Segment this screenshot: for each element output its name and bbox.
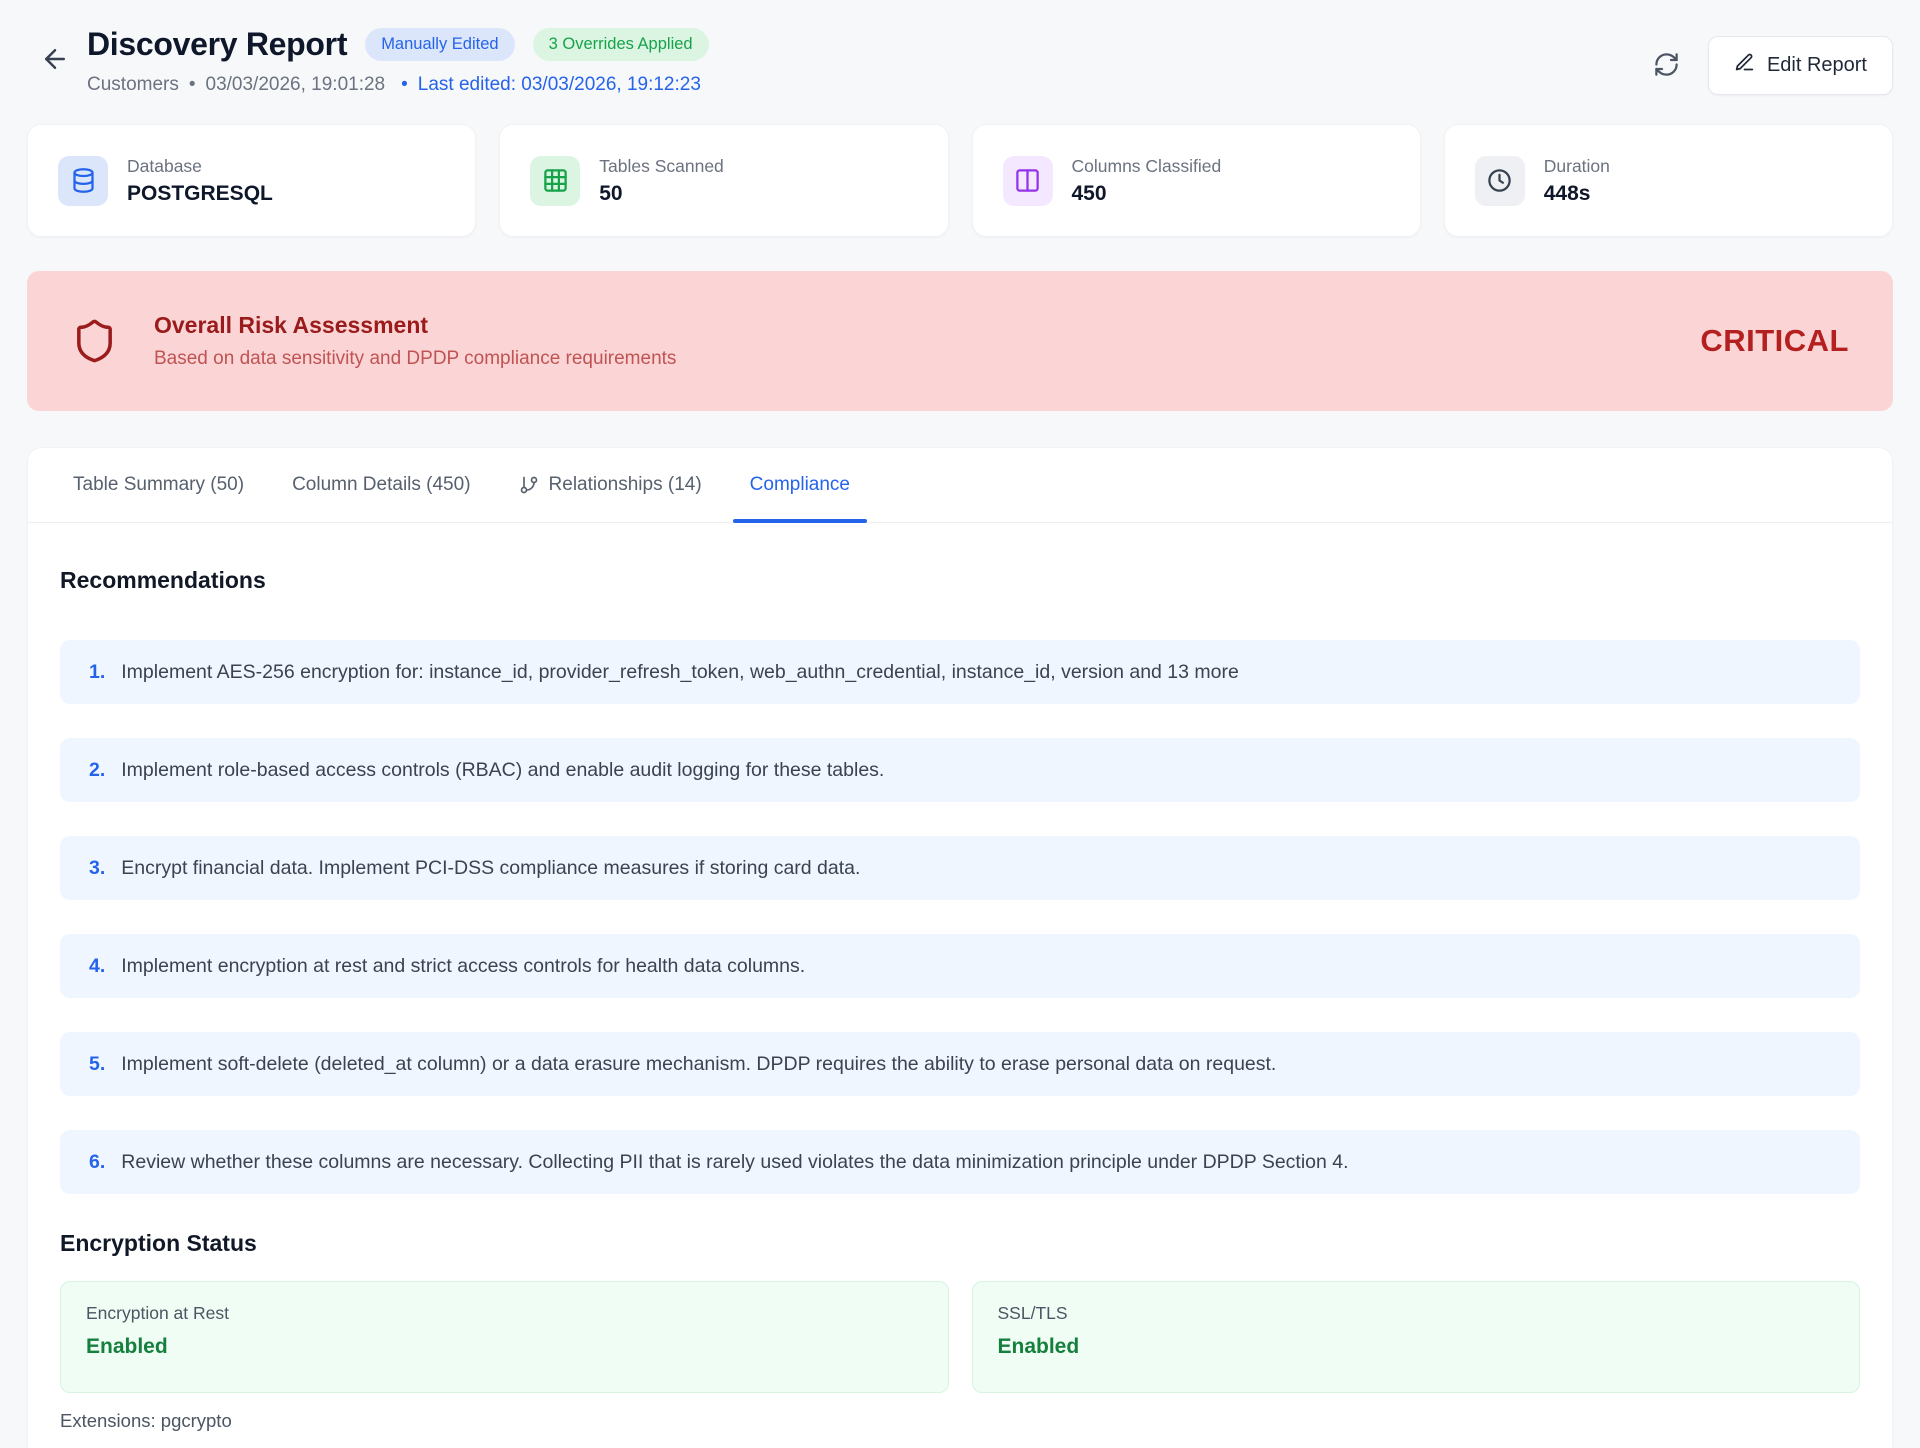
- encryption-card-label: SSL/TLS: [997, 1303, 1068, 1323]
- recommendation-text: Implement AES-256 encryption for: instan…: [121, 661, 1239, 683]
- extensions-note: Extensions: pgcrypto: [60, 1410, 232, 1431]
- recommendation-item: 6. Review whether these columns are nece…: [60, 1130, 1860, 1194]
- stat-card-columns-classified: Columns Classified 450: [971, 124, 1421, 237]
- risk-level-badge: CRITICAL: [1700, 323, 1849, 358]
- recommendation-text: Implement role-based access controls (RB…: [121, 759, 885, 781]
- stats-row: Database POSTGRESQL Tables Scanned 50 Co…: [27, 124, 1893, 237]
- recommendation-text: Encrypt financial data. Implement PCI-DS…: [121, 857, 861, 879]
- separator-dot: •: [401, 74, 408, 95]
- recommendation-item: 1. Implement AES-256 encryption for: ins…: [60, 640, 1860, 704]
- encryption-status-grid: Encryption at Rest Enabled SSL/TLS Enabl…: [60, 1281, 1860, 1393]
- recommendation-number: 6.: [89, 1151, 106, 1173]
- recommendation-number: 5.: [89, 1053, 106, 1075]
- recommendation-number: 1.: [89, 661, 106, 683]
- last-edited-timestamp: Last edited: 03/03/2026, 19:12:23: [417, 74, 701, 95]
- recommendations-list: 1. Implement AES-256 encryption for: ins…: [60, 640, 1860, 1194]
- encryption-at-rest-card: Encryption at Rest Enabled: [60, 1281, 949, 1393]
- shield-icon: [71, 315, 118, 367]
- stat-value: 448s: [1543, 181, 1591, 205]
- tab-label: Column Details (450): [292, 474, 471, 495]
- header-actions: Edit Report: [1653, 36, 1893, 95]
- encryption-card-label: Encryption at Rest: [86, 1303, 229, 1323]
- recommendation-text: Implement encryption at rest and strict …: [121, 955, 806, 977]
- tab-label: Relationships (14): [548, 474, 702, 495]
- edit-report-button[interactable]: Edit Report: [1707, 36, 1893, 95]
- risk-banner-title: Overall Risk Assessment: [154, 312, 429, 338]
- overrides-applied-badge: 3 Overrides Applied: [532, 28, 709, 61]
- tab-compliance[interactable]: Compliance: [732, 448, 868, 523]
- stat-card-tables-scanned: Tables Scanned 50: [499, 124, 949, 237]
- manually-edited-badge: Manually Edited: [365, 28, 515, 61]
- recommendation-item: 5. Implement soft-delete (deleted_at col…: [60, 1032, 1860, 1096]
- recommendation-number: 2.: [89, 759, 106, 781]
- recommendations-heading: Recommendations: [60, 567, 266, 593]
- ssl-tls-card: SSL/TLS Enabled: [971, 1281, 1860, 1393]
- tab-label: Table Summary (50): [73, 474, 245, 495]
- recommendation-number: 3.: [89, 857, 106, 879]
- recommendation-number: 4.: [89, 955, 106, 977]
- recommendation-item: 3. Encrypt financial data. Implement PCI…: [60, 836, 1860, 900]
- stat-label: Duration: [1543, 155, 1610, 176]
- stat-value: 50: [599, 181, 623, 205]
- stat-label: Tables Scanned: [599, 155, 724, 176]
- back-button[interactable]: [33, 38, 77, 82]
- recommendation-item: 4. Implement encryption at rest and stri…: [60, 934, 1860, 998]
- stat-label: Database: [127, 155, 202, 176]
- edit-report-label: Edit Report: [1766, 54, 1867, 76]
- recommendation-text: Review whether these columns are necessa…: [121, 1151, 1349, 1173]
- pencil-icon: [1734, 52, 1755, 79]
- header: Discovery Report Manually Edited 3 Overr…: [27, 0, 1893, 96]
- page-title: Discovery Report: [87, 26, 348, 62]
- columns-icon: [1002, 155, 1053, 206]
- tab-column-details[interactable]: Column Details (450): [275, 448, 487, 522]
- clock-icon: [1474, 155, 1525, 206]
- compliance-tab-content: Recommendations 1. Implement AES-256 enc…: [28, 567, 1892, 1448]
- tab-label: Compliance: [749, 474, 850, 495]
- stat-value: POSTGRESQL: [127, 181, 273, 205]
- encryption-card-status: Enabled: [86, 1335, 168, 1358]
- encryption-card-status: Enabled: [997, 1335, 1080, 1358]
- risk-banner-subtitle: Based on data sensitivity and DPDP compl…: [154, 348, 677, 369]
- table-icon: [530, 155, 581, 206]
- report-card: Table Summary (50) Column Details (450) …: [27, 447, 1893, 1448]
- refresh-button[interactable]: [1653, 51, 1680, 81]
- tab-table-summary[interactable]: Table Summary (50): [56, 448, 261, 522]
- arrow-left-icon: [40, 44, 70, 77]
- recommendation-item: 2. Implement role-based access controls …: [60, 738, 1860, 802]
- refresh-icon: [1653, 51, 1680, 81]
- stat-value: 450: [1071, 181, 1107, 205]
- tab-bar: Table Summary (50) Column Details (450) …: [28, 448, 1892, 523]
- stat-card-duration: Duration 448s: [1443, 124, 1893, 237]
- recommendation-text: Implement soft-delete (deleted_at column…: [121, 1053, 1277, 1075]
- separator-dot: •: [188, 74, 196, 95]
- title-block: Discovery Report Manually Edited 3 Overr…: [87, 26, 709, 96]
- database-icon: [58, 155, 108, 206]
- encryption-status-heading: Encryption Status: [60, 1230, 257, 1256]
- stat-card-database: Database POSTGRESQL: [27, 124, 477, 237]
- report-subtitle: Customers • 03/03/2026, 19:01:28 • Last …: [87, 74, 709, 96]
- report-source: Customers: [87, 74, 179, 95]
- stat-label: Columns Classified: [1071, 155, 1222, 176]
- report-created-timestamp: 03/03/2026, 19:01:28: [205, 74, 386, 95]
- git-branch-icon: [519, 475, 539, 495]
- risk-banner: Overall Risk Assessment Based on data se…: [27, 271, 1893, 411]
- tab-relationships[interactable]: Relationships (14): [502, 448, 719, 522]
